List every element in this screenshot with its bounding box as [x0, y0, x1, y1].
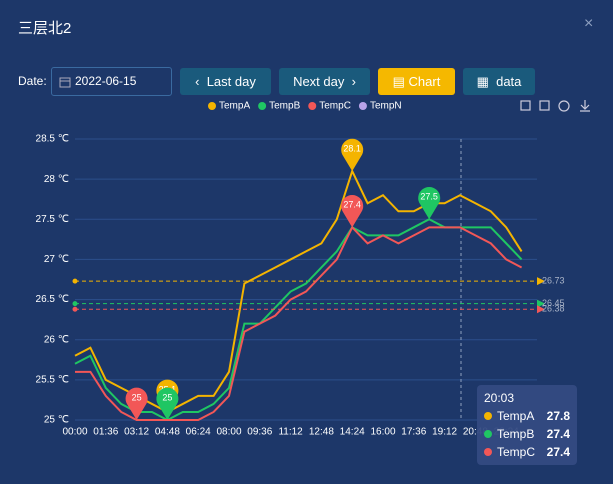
x-tick-label: 11:12	[278, 427, 303, 438]
legend-marker	[308, 102, 317, 110]
y-tick-label: 27 ℃	[44, 254, 69, 265]
series-line	[74, 168, 523, 414]
x-tick-label: 19:12	[432, 427, 457, 438]
x-tick-label: 14:24	[340, 427, 365, 438]
marker-pin	[125, 387, 148, 420]
y-tick-label: 26 ℃	[44, 334, 69, 345]
marker-pin	[418, 186, 441, 220]
marker-pin	[341, 138, 364, 172]
average-arrow	[537, 305, 545, 314]
tooltip: 20:03 TempA 27.8 TempB 27.4 TempC 27.4	[477, 385, 577, 465]
average-label: 26.38	[542, 304, 565, 314]
legend-label: TempB	[269, 101, 300, 112]
x-tick-label: 04:48	[155, 427, 180, 438]
series-line	[75, 225, 523, 421]
average-start	[72, 306, 78, 312]
y-tick-label: 25.5 ℃	[36, 374, 69, 385]
chart-button[interactable]: ▤ Chart	[378, 68, 455, 95]
marker-label: 25	[162, 392, 172, 402]
legend-label: TempC	[319, 101, 351, 112]
series-line	[74, 218, 523, 422]
y-tick-label: 25 ℃	[44, 415, 69, 426]
last-day-button[interactable]: ‹ Last day	[180, 68, 271, 95]
marker-label: 28.1	[343, 143, 361, 153]
calendar-icon	[59, 77, 71, 88]
y-tick-label: 27.5 ℃	[36, 214, 69, 225]
tooltip-value: 27.4	[546, 427, 570, 441]
marker-pin	[341, 194, 364, 228]
next-day-button[interactable]: Next day ›	[279, 68, 370, 95]
tooltip-name: TempC	[497, 445, 536, 459]
marker-label: 27.4	[343, 200, 361, 210]
marker-label: 27.5	[420, 192, 438, 202]
tooltip-value: 27.8	[546, 409, 570, 423]
average-arrow	[537, 277, 545, 286]
tooltip-dot	[484, 412, 492, 420]
data-button[interactable]: ▦ data	[463, 68, 535, 95]
tooltip-dot	[484, 448, 492, 456]
x-tick-label: 17:36	[401, 427, 426, 438]
tooltip-time: 20:03	[484, 391, 515, 405]
marker-label: 25.1	[159, 384, 177, 394]
x-tick-label: 12:48	[309, 427, 334, 438]
marker-label: 25	[132, 392, 142, 402]
x-tick-label: 09:36	[247, 427, 272, 438]
marker-pin	[156, 379, 179, 412]
legend-marker	[358, 102, 367, 110]
x-tick-label: 00:00	[62, 427, 87, 438]
tooltip-row: TempC 27.4	[484, 445, 572, 461]
date-label: Date:	[18, 74, 47, 88]
tooltip-row: TempA 27.8	[484, 409, 572, 425]
y-tick-label: 28 ℃	[44, 174, 69, 185]
legend-marker	[258, 102, 267, 110]
x-tick-label: 03:12	[124, 427, 149, 438]
tooltip-row: TempB 27.4	[484, 427, 572, 443]
average-start	[72, 278, 78, 284]
y-tick-label: 26.5 ℃	[36, 294, 69, 305]
x-tick-label: 01:36	[93, 427, 118, 438]
date-input[interactable]: 2022-06-15	[51, 67, 172, 96]
tooltip-name: TempB	[497, 427, 535, 441]
average-label: 26.45	[542, 298, 565, 308]
button-text: Next day	[293, 74, 345, 89]
x-tick-label: 08:00	[216, 427, 241, 438]
close-button[interactable]: ×	[584, 15, 594, 32]
tooltip-name: TempA	[497, 409, 535, 423]
button-text: data	[496, 74, 522, 89]
tooltip-dot	[484, 430, 492, 438]
average-label: 26.73	[542, 275, 565, 285]
button-text: Chart	[408, 74, 441, 89]
x-tick-label: 16:00	[370, 427, 395, 438]
average-arrow	[537, 299, 545, 308]
legend-marker	[208, 102, 216, 110]
y-tick-label: 28.5 ℃	[36, 134, 69, 145]
x-tick-label: 06:24	[186, 427, 211, 438]
average-start	[72, 301, 78, 307]
dialog-title: 三层北2	[18, 20, 72, 37]
legend-label: TempN	[370, 101, 402, 112]
legend-label: TempA	[219, 101, 250, 112]
date-value: 2022-06-15	[75, 74, 137, 88]
tooltip-value: 27.4	[546, 445, 570, 459]
button-text: Last day	[206, 74, 256, 89]
marker-pin	[156, 387, 179, 420]
toolbox-icons	[520, 100, 590, 112]
